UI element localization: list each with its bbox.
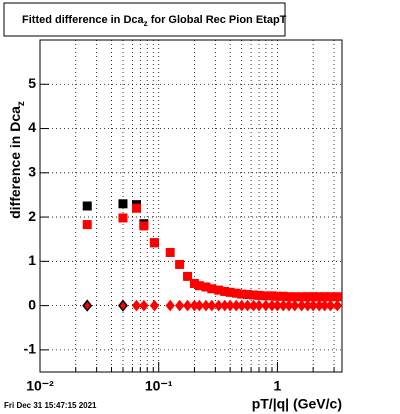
marker — [278, 291, 288, 301]
marker — [82, 201, 92, 211]
marker — [308, 292, 318, 302]
marker — [225, 287, 235, 297]
marker — [303, 292, 313, 302]
marker — [308, 299, 318, 312]
marker — [174, 299, 185, 312]
marker — [131, 203, 141, 213]
marker — [332, 292, 342, 302]
marker — [194, 281, 204, 291]
y-tick-label: 2 — [28, 208, 36, 224]
y-label-subscript: z — [16, 101, 27, 106]
y-tick-label: 1 — [28, 252, 36, 268]
marker — [231, 288, 241, 298]
marker — [201, 282, 211, 292]
marker — [254, 299, 264, 312]
chart-title: Fitted difference in Dcaz for Global Rec… — [22, 14, 287, 28]
title-box — [3, 2, 286, 37]
marker — [297, 292, 307, 302]
marker — [332, 299, 343, 312]
marker — [325, 299, 336, 312]
marker — [207, 299, 217, 312]
marker — [118, 299, 128, 312]
marker — [261, 291, 271, 301]
title-subscript: z — [144, 19, 148, 28]
x-axis-label: pT/|q| (GeV/c) — [252, 396, 342, 412]
marker — [220, 286, 230, 296]
plot-frame — [39, 39, 343, 373]
marker — [118, 213, 128, 223]
marker — [325, 292, 335, 302]
marker — [183, 271, 193, 281]
marker — [175, 259, 185, 269]
marker — [82, 299, 93, 312]
marker — [284, 292, 294, 302]
marker — [149, 238, 159, 248]
marker — [189, 278, 199, 288]
y-tick-label: -1 — [24, 341, 37, 357]
x-tick-label: 10⁻¹ — [145, 378, 173, 394]
marker — [131, 299, 142, 312]
marker — [194, 299, 204, 312]
x-tick-label: 10⁻² — [26, 378, 54, 394]
marker — [225, 299, 235, 312]
marker — [243, 290, 253, 300]
marker — [290, 292, 300, 302]
marker — [267, 291, 277, 301]
marker — [320, 292, 330, 302]
title-suffix: for Global Rec Pion EtapT — [148, 14, 287, 26]
marker — [182, 299, 193, 312]
marker — [314, 292, 324, 302]
y-tick-label: 4 — [28, 119, 36, 135]
marker — [272, 291, 282, 301]
marker — [261, 299, 271, 312]
marker — [290, 299, 300, 312]
timestamp: Fri Dec 31 15:47:15 2021 — [4, 401, 97, 410]
marker — [118, 199, 128, 209]
y-tick-label: 0 — [28, 296, 36, 312]
y-axis-label: difference in Dcaz — [7, 101, 27, 219]
marker — [242, 299, 253, 312]
marker — [207, 284, 217, 294]
marker — [165, 299, 175, 312]
title-text: Fitted difference in Dca — [22, 14, 145, 26]
y-tick-label: 5 — [28, 75, 36, 91]
marker — [149, 299, 160, 312]
marker — [214, 299, 224, 312]
marker — [139, 299, 149, 312]
marker — [214, 285, 224, 295]
marker — [254, 290, 264, 300]
marker — [165, 247, 175, 257]
marker — [297, 299, 307, 312]
x-tick-label: 1 — [274, 378, 282, 394]
marker — [237, 289, 247, 299]
y-label-text: difference in Dca — [7, 106, 23, 219]
marker — [139, 221, 149, 231]
marker — [249, 290, 259, 300]
marker — [82, 220, 92, 230]
y-tick-label: 3 — [28, 164, 36, 180]
